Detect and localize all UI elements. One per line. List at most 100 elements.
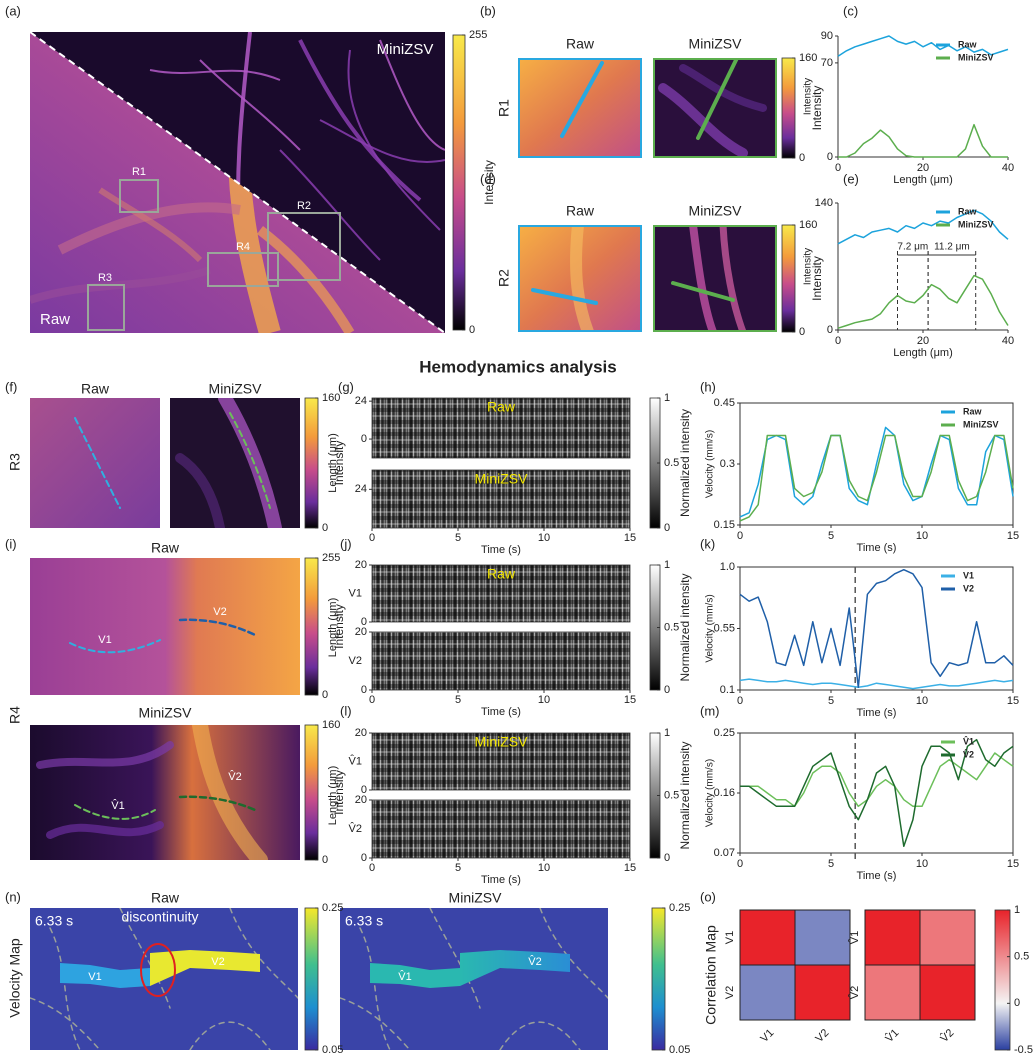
x-tick-label: 5	[455, 862, 461, 874]
y-axis-label: Length (μm)	[327, 766, 339, 826]
label: Raw	[81, 381, 110, 397]
series-line	[837, 274, 1009, 329]
image-feature	[679, 64, 767, 112]
image-feature	[560, 61, 604, 138]
x-tick-label: 10	[538, 532, 550, 544]
colorbar-tick-label: 0.05	[322, 1044, 343, 1056]
label: MiniZSV	[209, 381, 263, 397]
x-tick-label: 10	[916, 858, 928, 870]
vessel	[279, 149, 381, 261]
colorbar-tick-label: 1	[664, 727, 670, 739]
image	[653, 58, 777, 158]
image-feature	[46, 821, 164, 839]
colorbar-tick-label: 0	[664, 684, 670, 696]
roi-label: R2	[297, 200, 311, 212]
image-feature	[178, 795, 257, 812]
heatmap-cell	[739, 964, 796, 1021]
label: 6.33 s	[35, 913, 73, 929]
panel-label: (i)	[5, 536, 17, 551]
colorbar-label: Intensity	[482, 160, 496, 205]
colorbar-tick-label: 0	[664, 852, 670, 864]
image	[30, 558, 300, 695]
image-feature	[69, 639, 161, 654]
colorbar-tick-label: 0.5	[1014, 951, 1029, 963]
image-feature	[429, 908, 481, 1009]
legend-label: MiniZSV	[958, 219, 994, 229]
x-tick-label: 15	[624, 532, 636, 544]
row-label: V1	[724, 931, 736, 944]
legend-label: V̂1	[963, 736, 974, 747]
panel-label: (e)	[843, 171, 859, 186]
label: 6.33 s	[345, 913, 383, 929]
y-tick-label: 1.0	[720, 561, 735, 573]
series-line	[837, 209, 1009, 245]
colorbar-tick-label: 1	[664, 392, 670, 404]
y-tick-label: 20	[355, 727, 367, 739]
colorbar-label: Normalized intensity	[678, 741, 692, 849]
kymograph-frame	[371, 564, 631, 623]
roi-box	[119, 179, 159, 213]
legend-label: Raw	[958, 39, 978, 49]
image-feature	[719, 225, 747, 332]
colorbar-label: Intensity	[332, 604, 346, 649]
series-line	[739, 434, 1014, 522]
x-axis-label: Time (s)	[857, 707, 897, 719]
y-tick-label: 70	[821, 57, 833, 69]
y-tick-label: 140	[815, 197, 833, 209]
image-bg	[30, 558, 300, 695]
colorbar-tick-label: 0.5	[664, 621, 679, 633]
image	[653, 225, 777, 332]
y-tick-label: 0.55	[714, 622, 735, 634]
image	[30, 908, 298, 1050]
colorbar-tick-label: 0	[322, 854, 328, 866]
image	[518, 225, 642, 332]
row-label: V̂1	[349, 754, 362, 768]
image-border	[653, 58, 777, 158]
kymograph-frame	[371, 732, 631, 791]
vessel-label: V1	[88, 971, 101, 983]
image-feature	[74, 417, 121, 509]
colorbar	[304, 724, 319, 861]
x-axis-label: Time (s)	[857, 542, 897, 554]
panel-label: (n)	[5, 889, 21, 904]
image	[30, 725, 300, 860]
colorbar-tick-label: 1	[1014, 904, 1020, 916]
colorbar-tick-label: 0.25	[322, 902, 343, 914]
vessel	[57, 202, 241, 255]
image-bg	[518, 58, 642, 158]
colorbar-tick-label: 0.05	[669, 1044, 690, 1056]
colorbar-tick-label: 0.5	[664, 457, 679, 469]
x-tick-label: 0	[737, 695, 743, 707]
col-label: V̂2	[937, 1026, 956, 1045]
y-tick-label: 20	[355, 559, 367, 571]
x-axis-label: Time (s)	[481, 874, 521, 886]
x-tick-label: 0	[737, 530, 743, 542]
colorbar	[304, 397, 319, 529]
colorbar-tick-label: 0	[322, 522, 328, 534]
heatmap-cell	[739, 909, 796, 966]
x-tick-label: 5	[828, 858, 834, 870]
image-feature	[36, 741, 174, 769]
x-tick-label: 10	[916, 530, 928, 542]
row-label: V̂1	[847, 931, 861, 944]
image-feature	[531, 288, 598, 305]
y-axis-label: Length (μm)	[327, 433, 339, 493]
y-tick-label: 24	[355, 483, 367, 495]
y-tick-label: 0	[361, 433, 367, 445]
x-tick-label: 10	[916, 695, 928, 707]
roi-box	[207, 252, 279, 287]
panel-label: (b)	[480, 3, 496, 18]
image-border	[518, 225, 642, 332]
heatmap-cell	[794, 909, 851, 966]
colorbar-tick-label: 0.25	[669, 902, 690, 914]
panel-label: (m)	[700, 703, 720, 718]
colorbar-tick-label: 255	[322, 552, 340, 564]
x-tick-label: 40	[1002, 162, 1014, 174]
colorbar-tick-label: 160	[799, 52, 817, 64]
label: MiniZSV	[377, 41, 434, 58]
divider	[29, 31, 446, 334]
y-axis-label: Length (μm)	[327, 598, 339, 658]
label: R2	[496, 269, 512, 287]
y-tick-label: 0	[361, 684, 367, 696]
